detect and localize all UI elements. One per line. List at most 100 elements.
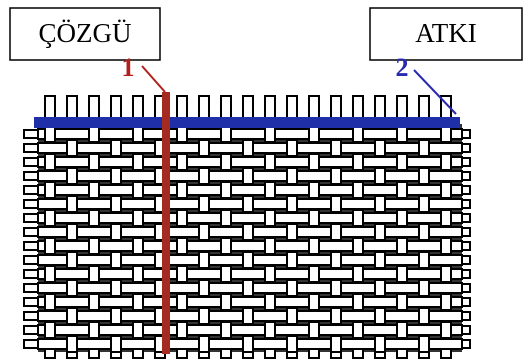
warp-thread (110, 223, 122, 241)
warp-thread (176, 153, 188, 171)
warp-thread (132, 293, 144, 311)
warp-thread (396, 237, 408, 255)
warp-thread (374, 167, 386, 185)
warp-thread (286, 167, 298, 185)
warp-thread (44, 209, 56, 227)
warp-thread (176, 321, 188, 339)
warp-thread (308, 125, 320, 143)
warp-thread (198, 223, 210, 241)
warp-thread (110, 279, 122, 297)
warp-thread (352, 153, 364, 171)
warp-thread (66, 251, 78, 269)
warp-thread (440, 265, 452, 283)
warp-thread (286, 195, 298, 213)
warp-thread (396, 181, 408, 199)
warp-thread (440, 125, 452, 143)
warp-thread (242, 139, 254, 157)
warp-thread (198, 251, 210, 269)
warp-thread (396, 209, 408, 227)
warp-thread (308, 265, 320, 283)
warp-thread (396, 153, 408, 171)
weft-pointer (413, 69, 457, 115)
warp-thread (352, 321, 364, 339)
warp-thread (242, 195, 254, 213)
warp-thread (242, 279, 254, 297)
warp-thread (88, 153, 100, 171)
warp-thread (176, 181, 188, 199)
warp-marker: 1 (122, 53, 135, 82)
warp-thread (264, 209, 276, 227)
warp-thread (396, 321, 408, 339)
warp-pointer (141, 65, 166, 93)
warp-thread (286, 307, 298, 325)
warp-thread (286, 139, 298, 157)
warp-thread (176, 265, 188, 283)
warp-thread (88, 321, 100, 339)
warp-thread (330, 251, 342, 269)
warp-thread (88, 237, 100, 255)
warp-thread (220, 125, 232, 143)
warp-thread (220, 209, 232, 227)
warp-thread (352, 181, 364, 199)
warp-thread (374, 195, 386, 213)
warp-thread (198, 307, 210, 325)
warp-thread (374, 307, 386, 325)
warp-thread (176, 237, 188, 255)
warp-label: ÇÖZGÜ (39, 18, 132, 48)
warp-thread (374, 335, 386, 353)
warp-thread (418, 307, 430, 325)
warp-thread (220, 265, 232, 283)
warp-thread (220, 293, 232, 311)
warp-thread (66, 335, 78, 353)
warp-thread (44, 181, 56, 199)
warp-thread (374, 223, 386, 241)
warp-thread (220, 181, 232, 199)
fabric (23, 92, 471, 359)
warp-thread (88, 209, 100, 227)
warp-thread (110, 139, 122, 157)
warp-thread (330, 307, 342, 325)
warp-thread (132, 209, 144, 227)
warp-thread (418, 223, 430, 241)
weft-label: ATKI (415, 18, 477, 48)
warp-thread (440, 237, 452, 255)
warp-thread (132, 265, 144, 283)
warp-thread (132, 237, 144, 255)
warp-thread (110, 167, 122, 185)
warp-thread (286, 251, 298, 269)
warp-thread (88, 265, 100, 283)
warp-thread (264, 125, 276, 143)
warp-thread (440, 293, 452, 311)
warp-thread (352, 265, 364, 283)
warp-thread (198, 279, 210, 297)
warp-thread (242, 251, 254, 269)
warp-thread (132, 125, 144, 143)
warp-thread (308, 321, 320, 339)
warp-thread (88, 181, 100, 199)
warp-thread (44, 321, 56, 339)
warp-thread (286, 335, 298, 353)
highlight-warp (162, 92, 170, 354)
warp-thread (330, 139, 342, 157)
warp-thread (198, 335, 210, 353)
warp-thread (110, 251, 122, 269)
warp-thread (330, 279, 342, 297)
warp-thread (330, 223, 342, 241)
highlight-weft (34, 117, 460, 128)
warp-thread (308, 181, 320, 199)
warp-thread (396, 293, 408, 311)
warp-thread (44, 153, 56, 171)
warp-thread (440, 153, 452, 171)
warp-thread (418, 167, 430, 185)
warp-thread (44, 237, 56, 255)
warp-thread (198, 139, 210, 157)
warp-thread (330, 335, 342, 353)
warp-thread (220, 321, 232, 339)
warp-thread (44, 293, 56, 311)
warp-thread (66, 167, 78, 185)
warp-thread (176, 125, 188, 143)
warp-thread (374, 139, 386, 157)
warp-thread (198, 167, 210, 185)
warp-thread (66, 307, 78, 325)
